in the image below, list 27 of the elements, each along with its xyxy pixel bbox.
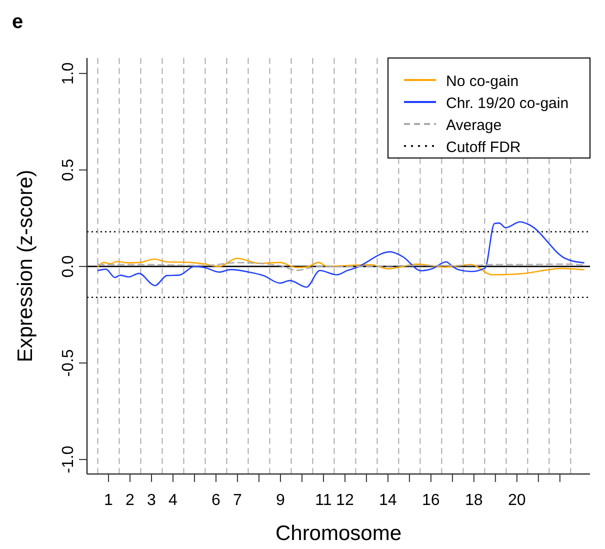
y-axis-title: Expression (z-score) bbox=[14, 170, 37, 362]
x-tick-label: 20 bbox=[508, 492, 526, 509]
x-tick-label: 1 bbox=[104, 492, 114, 509]
x-tick-label: 14 bbox=[379, 492, 397, 509]
y-tick-label: 0.0 bbox=[60, 255, 77, 278]
x-tick-label: 2 bbox=[126, 492, 135, 509]
x-axis-title: Chromosome bbox=[275, 522, 402, 545]
x-tick-label: 11 bbox=[315, 492, 332, 509]
x-tick-label: 4 bbox=[168, 492, 178, 509]
x-tick-label: 12 bbox=[336, 492, 354, 509]
x-tick-label: 3 bbox=[147, 492, 156, 509]
y-tick-label: 0.5 bbox=[60, 158, 77, 182]
x-tick-label: 9 bbox=[276, 492, 286, 509]
x-tick-label: 18 bbox=[465, 492, 483, 509]
legend-label: Chr. 19/20 co-gain bbox=[446, 95, 569, 112]
x-tick-label: 7 bbox=[233, 492, 242, 509]
y-tick-label: -1.0 bbox=[60, 446, 77, 474]
line-series bbox=[97, 258, 584, 276]
legend-label: Average bbox=[446, 117, 502, 134]
y-tick-label: -0.5 bbox=[60, 349, 77, 377]
y-tick-label: 1.0 bbox=[60, 62, 77, 85]
legend-label: No co-gain bbox=[446, 73, 519, 90]
x-tick-label: 16 bbox=[422, 492, 440, 509]
line-series bbox=[97, 221, 584, 288]
text: e bbox=[12, 11, 24, 33]
legend-label: Cutoff FDR bbox=[446, 139, 521, 156]
x-tick-label: 6 bbox=[212, 492, 221, 509]
